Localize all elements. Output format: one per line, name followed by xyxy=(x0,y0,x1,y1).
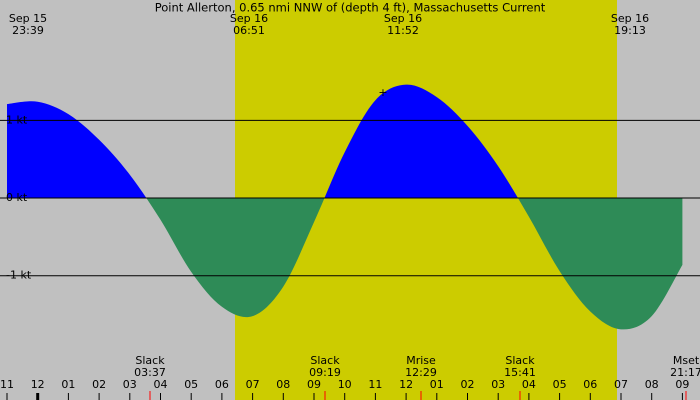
x-tick-label: 10 xyxy=(338,378,352,391)
event-time: 12:29 xyxy=(405,366,437,379)
top-time: 23:39 xyxy=(12,24,44,37)
top-date: Sep 16 xyxy=(384,12,422,25)
x-tick-label: 08 xyxy=(276,378,290,391)
x-tick-label: 01 xyxy=(61,378,75,391)
top-time: 06:51 xyxy=(233,24,265,37)
x-tick-label: 02 xyxy=(92,378,106,391)
event-name: Mrise xyxy=(406,354,436,367)
x-tick-label: 12 xyxy=(399,378,413,391)
event-name: Slack xyxy=(310,354,340,367)
event-name: Slack xyxy=(505,354,535,367)
top-date: Sep 16 xyxy=(230,12,268,25)
x-tick-label: 06 xyxy=(215,378,229,391)
x-tick-label: 12 xyxy=(31,378,45,391)
y-tick-label: 0 kt xyxy=(6,191,28,204)
x-tick-label: 04 xyxy=(522,378,536,391)
top-date: Sep 15 xyxy=(9,12,47,25)
event-time: 03:37 xyxy=(134,366,166,379)
x-tick-label: 05 xyxy=(184,378,198,391)
x-tick-label: 11 xyxy=(0,378,14,391)
x-tick-label: 07 xyxy=(614,378,628,391)
x-tick-label: 01 xyxy=(430,378,444,391)
top-date: Sep 16 xyxy=(611,12,649,25)
x-tick-label: 04 xyxy=(154,378,168,391)
event-time: 15:41 xyxy=(504,366,536,379)
y-tick-label: -1 kt xyxy=(6,269,32,282)
x-tick-label: 11 xyxy=(368,378,382,391)
flood-area xyxy=(7,84,683,199)
x-tick-label: 02 xyxy=(461,378,475,391)
event-name: Slack xyxy=(135,354,165,367)
x-tick-label: 06 xyxy=(583,378,597,391)
event-time: 21:17 xyxy=(670,366,700,379)
event-name: Mset xyxy=(673,354,700,367)
x-tick-label: 03 xyxy=(491,378,505,391)
chart-title: Point Allerton, 0.65 nmi NNW of (depth 4… xyxy=(155,1,546,15)
top-time: 19:13 xyxy=(614,24,646,37)
x-tick-label: 08 xyxy=(645,378,659,391)
max-marker: + xyxy=(378,86,387,99)
x-tick-label: 05 xyxy=(553,378,567,391)
x-tick-label: 03 xyxy=(123,378,137,391)
ebb-area xyxy=(146,198,683,330)
y-tick-label: 1 kt xyxy=(6,113,28,126)
x-tick-label: 09 xyxy=(307,378,321,391)
event-time: 09:19 xyxy=(309,366,341,379)
top-time: 11:52 xyxy=(387,24,419,37)
x-tick-label: 09 xyxy=(675,378,689,391)
x-tick-label: 07 xyxy=(246,378,260,391)
